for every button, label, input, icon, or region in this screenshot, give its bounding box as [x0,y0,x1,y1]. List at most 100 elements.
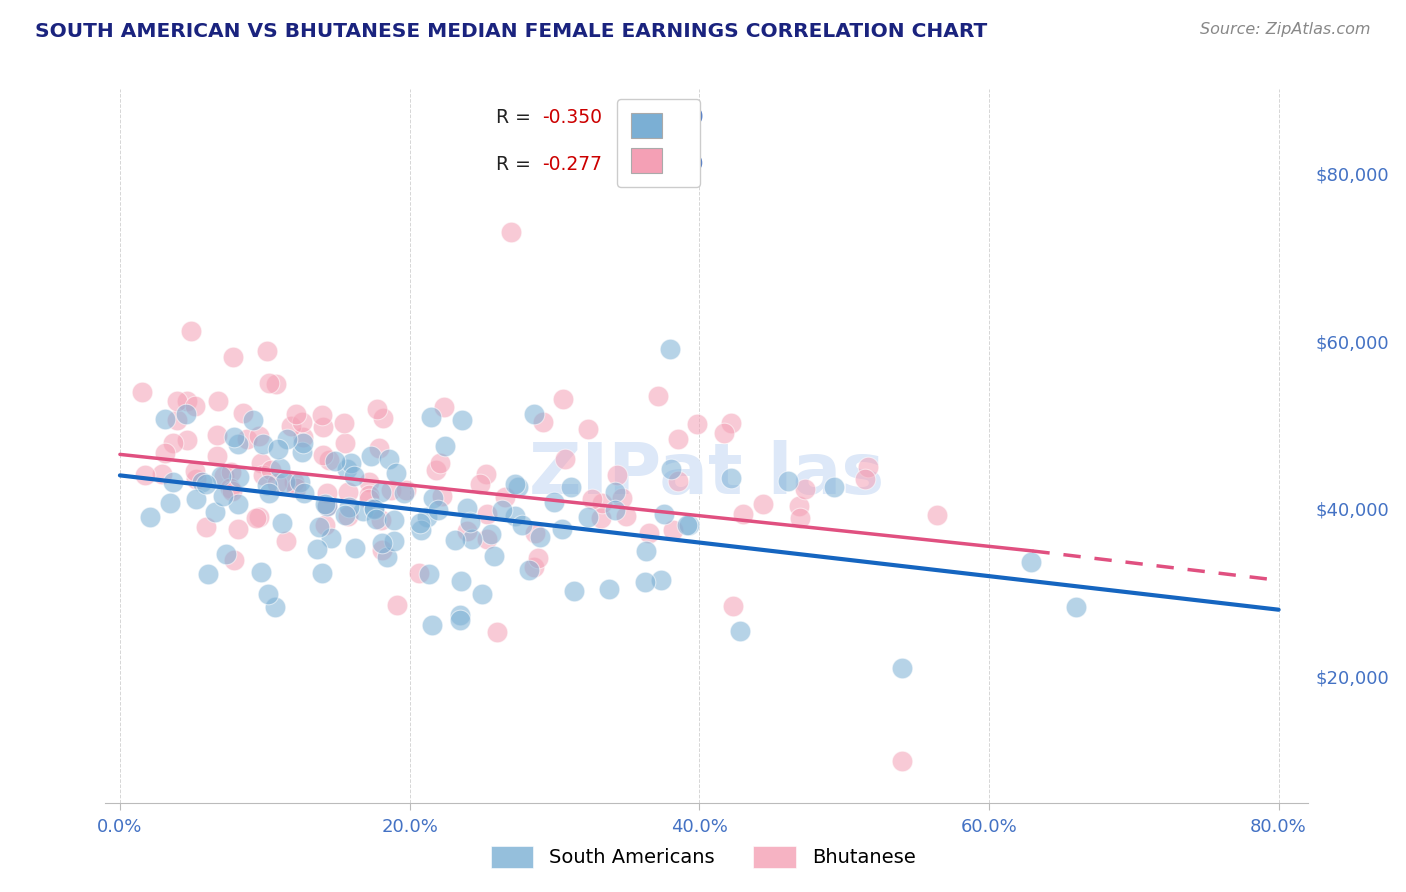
Point [359,492,381,507]
Point [292,486,315,500]
Point [204,505,226,519]
Point [247,429,270,443]
Point [560,480,582,494]
Point [308,520,330,534]
Point [226,497,249,511]
Point [363,501,385,516]
Point [184,491,207,506]
Point [314,518,336,533]
Point [311,409,333,423]
Point [276,432,298,446]
Point [315,499,337,513]
Point [280,418,302,433]
Point [444,533,467,547]
Point [176,434,198,448]
Point [228,470,250,484]
Point [139,509,162,524]
Point [591,496,613,510]
Point [598,582,620,596]
Text: 110: 110 [668,109,703,128]
Point [666,432,689,446]
Point [482,549,505,563]
Point [529,530,551,544]
Point [543,495,565,509]
Point [197,566,219,581]
Point [591,511,613,525]
Point [359,488,381,502]
Point [375,549,398,564]
Point [195,520,218,534]
Point [291,415,314,429]
Point [269,460,291,475]
Point [247,509,270,524]
Point [166,394,188,409]
Point [524,526,547,541]
Point [224,430,246,444]
Point [713,425,735,440]
Point [380,483,402,497]
Point [333,416,356,430]
Legend:   ,   : , [617,99,700,186]
Point [153,446,176,460]
Point [1064,599,1087,614]
Point [292,430,315,444]
Point [420,409,443,424]
Point [720,471,742,485]
Point [494,491,516,505]
Point [271,516,294,530]
Point [159,496,181,510]
Point [336,509,359,524]
Point [207,393,229,408]
Point [456,500,478,515]
Point [471,587,494,601]
Point [252,437,274,451]
Point [776,474,799,488]
Point [429,456,451,470]
Point [449,613,471,627]
Point [606,467,628,482]
Point [554,451,576,466]
Text: -0.350: -0.350 [541,109,602,128]
Point [491,503,513,517]
Point [610,491,633,505]
Point [274,475,297,489]
Point [634,574,657,589]
Point [312,448,335,462]
Point [236,432,259,446]
Point [266,377,288,392]
Point [219,465,242,479]
Point [510,518,533,533]
Point [363,501,385,516]
Point [180,324,202,338]
Point [205,427,228,442]
Point [352,504,374,518]
Point [366,512,388,526]
Text: SOUTH AMERICAN VS BHUTANESE MEDIAN FEMALE EARNINGS CORRELATION CHART: SOUTH AMERICAN VS BHUTANESE MEDIAN FEMAL… [35,22,987,41]
Point [425,463,447,477]
Point [731,507,754,521]
Point [292,436,315,450]
Point [675,518,697,533]
Point [408,566,430,580]
Point [456,524,478,538]
Point [224,553,246,567]
Text: Source: ZipAtlas.com: Source: ZipAtlas.com [1201,22,1371,37]
Point [222,351,245,365]
Point [527,551,550,566]
Point [523,407,546,421]
Point [259,486,281,500]
Point [285,482,308,496]
Point [357,475,380,489]
Point [853,472,876,486]
Point [793,482,815,496]
Point [576,422,599,436]
Point [823,480,845,494]
Point [614,508,637,523]
Point [433,439,456,453]
Point [190,475,212,490]
Point [336,462,359,476]
Legend: South Americans, Bhutanese: South Americans, Bhutanese [481,836,925,878]
Point [184,464,207,478]
Point [242,413,264,427]
Point [382,534,405,549]
